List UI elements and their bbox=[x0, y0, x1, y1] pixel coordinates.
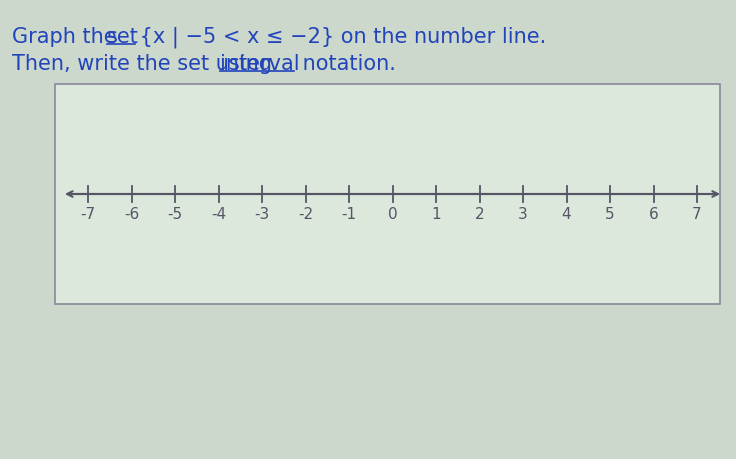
Text: Then, write the set using: Then, write the set using bbox=[12, 54, 279, 74]
Text: -4: -4 bbox=[211, 207, 226, 222]
Text: 0: 0 bbox=[388, 207, 397, 222]
Text: set: set bbox=[107, 27, 139, 47]
FancyBboxPatch shape bbox=[55, 84, 720, 304]
Text: notation.: notation. bbox=[296, 54, 396, 74]
Text: -3: -3 bbox=[255, 207, 269, 222]
Text: 2: 2 bbox=[475, 207, 484, 222]
Text: -7: -7 bbox=[80, 207, 96, 222]
Text: 4: 4 bbox=[562, 207, 571, 222]
Text: 5: 5 bbox=[605, 207, 615, 222]
Text: -1: -1 bbox=[342, 207, 356, 222]
Text: 6: 6 bbox=[648, 207, 659, 222]
Text: -5: -5 bbox=[167, 207, 183, 222]
Text: Graph the: Graph the bbox=[12, 27, 123, 47]
Text: {x | −5 < x ≤ −2} on the number line.: {x | −5 < x ≤ −2} on the number line. bbox=[133, 27, 546, 49]
Text: 1: 1 bbox=[431, 207, 441, 222]
Text: -2: -2 bbox=[298, 207, 313, 222]
Text: -6: -6 bbox=[124, 207, 139, 222]
Text: interval: interval bbox=[220, 54, 300, 74]
Text: 7: 7 bbox=[692, 207, 702, 222]
Text: 3: 3 bbox=[518, 207, 528, 222]
